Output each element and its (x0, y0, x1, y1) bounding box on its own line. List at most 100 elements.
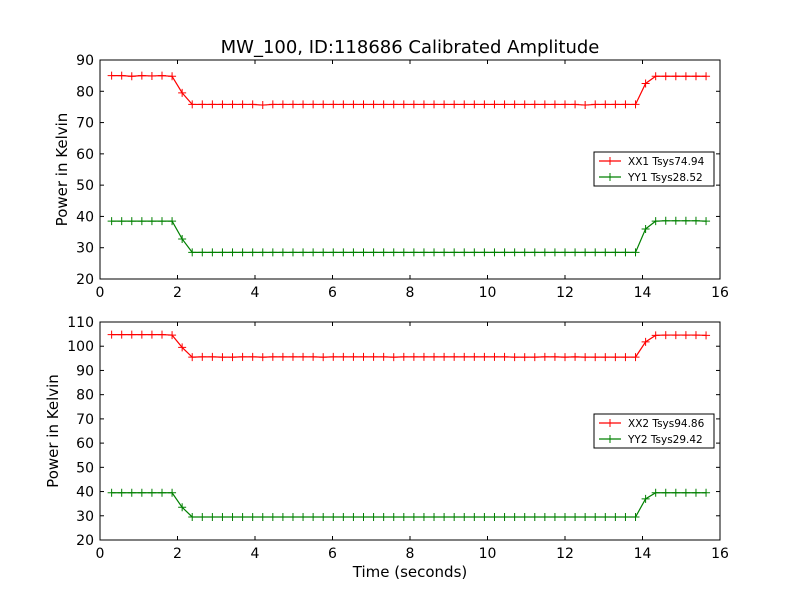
data-point (661, 331, 670, 340)
data-point (550, 100, 559, 109)
data-point (641, 79, 650, 88)
data-point (540, 248, 549, 257)
data-point (107, 330, 116, 339)
data-point (460, 100, 469, 109)
data-point (258, 248, 267, 257)
data-point (218, 512, 227, 521)
data-point (319, 512, 328, 521)
data-point (641, 494, 650, 503)
data-point (651, 72, 660, 81)
data-point (691, 331, 700, 340)
data-point (268, 352, 277, 361)
data-point (702, 72, 711, 81)
data-point (339, 248, 348, 257)
data-point (681, 72, 690, 81)
data-point (168, 217, 177, 226)
data-point (470, 512, 479, 521)
x-tick-label: 2 (173, 285, 182, 301)
data-point (460, 248, 469, 257)
legend-label: YY2 Tsys29.42 (627, 434, 703, 446)
data-point (540, 512, 549, 521)
legend-box (593, 413, 715, 449)
data-point (661, 72, 670, 81)
data-point (591, 512, 600, 521)
legend-marker (606, 419, 614, 427)
data-point (248, 352, 257, 361)
data-point (329, 100, 338, 109)
data-point (158, 488, 166, 497)
y-axis-label: Power in Kelvin (44, 374, 62, 488)
data-point (329, 352, 338, 361)
data-point (278, 352, 287, 361)
data-point (137, 71, 146, 80)
data-point (460, 512, 469, 521)
data-point (571, 512, 580, 521)
data-point (621, 248, 630, 257)
data-point (309, 512, 318, 521)
data-point (691, 72, 700, 81)
y-axis-label: Power in Kelvin (53, 113, 71, 227)
y-tick-label: 60 (76, 147, 94, 163)
data-point (248, 512, 257, 521)
data-point (641, 337, 650, 346)
legend-1: XX1 Tsys74.94 YY1 Tsys28.52 (593, 151, 715, 187)
data-point (601, 100, 610, 109)
x-tick-label: 10 (479, 285, 497, 301)
data-point (581, 101, 590, 110)
data-point (228, 248, 237, 257)
y-tick-label: 70 (76, 116, 94, 132)
data-point (490, 352, 499, 361)
data-point (530, 512, 539, 521)
data-point (681, 488, 690, 497)
data-point (641, 224, 650, 233)
subplot-1: 0 2 4 6 8 10 12 14 16 20 30 40 50 60 70 80 90 Power in Ke… (53, 53, 729, 301)
data-point (198, 248, 207, 257)
y-tick-label: 20 (76, 272, 94, 288)
data-point (178, 343, 187, 352)
data-point (208, 352, 217, 361)
data-point (258, 101, 267, 110)
data-point (208, 512, 217, 521)
data-point (430, 352, 439, 361)
data-point (440, 100, 449, 109)
y-tick-label: 80 (76, 388, 94, 404)
data-point (168, 488, 177, 497)
y-tick-label: 30 (76, 241, 94, 257)
data-point (561, 100, 569, 109)
data-point (409, 512, 418, 521)
data-point (490, 100, 499, 109)
data-point (651, 217, 660, 226)
data-point (480, 512, 489, 521)
data-point (349, 248, 358, 257)
data-point (470, 352, 479, 361)
data-point (550, 248, 559, 257)
data-point (299, 100, 308, 109)
data-point (188, 512, 197, 521)
data-point (258, 353, 267, 362)
data-point (299, 352, 308, 361)
data-point (349, 100, 358, 109)
data-point (208, 100, 217, 109)
legend-marker (606, 435, 614, 443)
data-point (127, 488, 136, 497)
data-point (238, 512, 247, 521)
data-point (218, 248, 227, 257)
data-point (369, 248, 378, 257)
data-point (510, 100, 519, 109)
data-point (601, 248, 610, 257)
y-tick-label: 70 (76, 412, 94, 428)
data-point (137, 217, 146, 226)
data-point (198, 100, 207, 109)
legend-2: XX2 Tsys94.86 YY2 Tsys29.42 (593, 413, 715, 449)
data-point (671, 216, 680, 225)
data-point (510, 353, 519, 362)
data-point (127, 330, 136, 339)
data-point (117, 488, 126, 497)
data-point (238, 248, 247, 257)
data-point (480, 352, 489, 361)
data-point (309, 248, 318, 257)
data-point (561, 512, 569, 521)
data-point (520, 512, 529, 521)
